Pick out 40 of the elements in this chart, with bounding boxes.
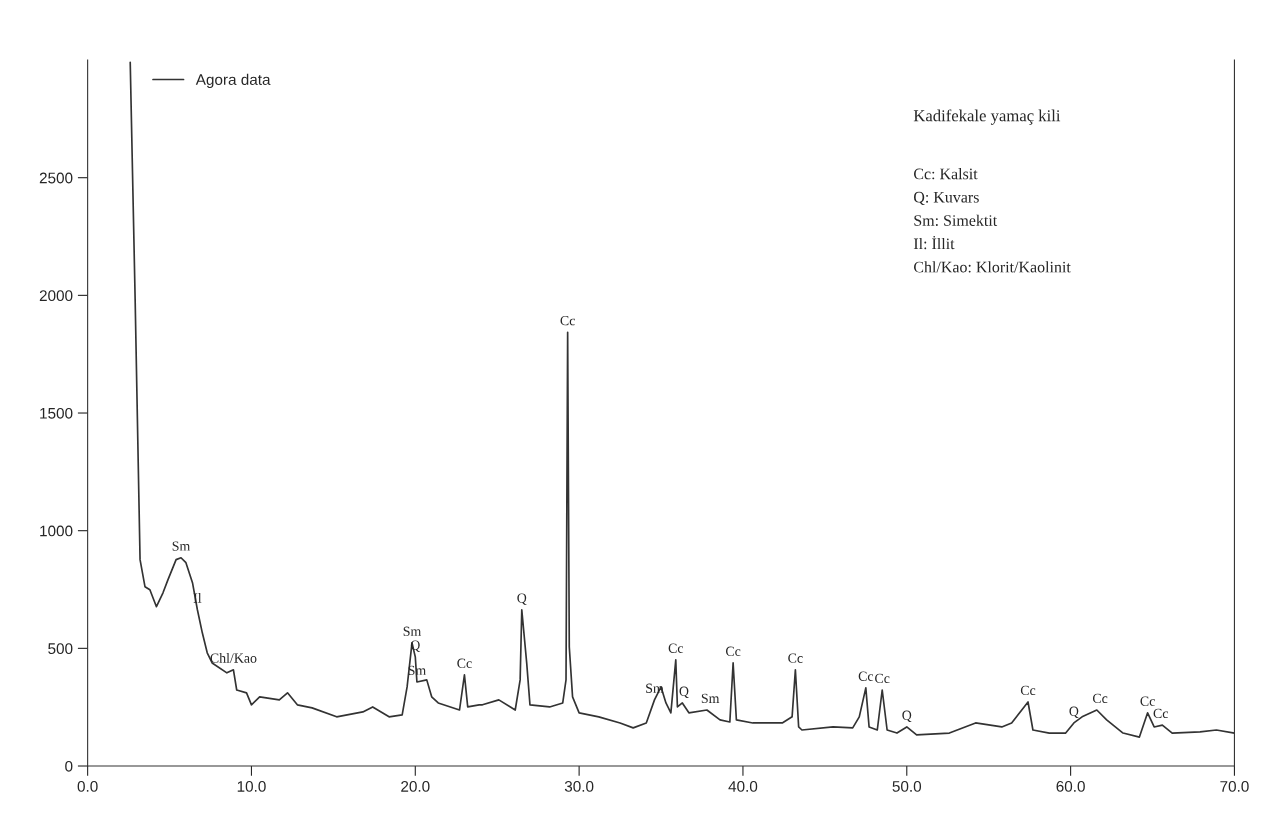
- annotation: Il: İllit: [913, 235, 955, 250]
- x-tick-label: 50.0: [892, 781, 922, 792]
- annotation: Cc: Kalsit: [913, 168, 978, 180]
- annotation: Cc: [457, 658, 472, 668]
- x-tick-label: 0.0: [77, 781, 98, 792]
- x-tick-label: 10.0: [237, 781, 266, 792]
- annotation: Cc: [725, 646, 741, 656]
- annotation: Cc: [858, 671, 874, 681]
- annotation: Chl/Kao: Klorit/Kaolinit: [913, 261, 1071, 273]
- annotation: Cc: [1020, 685, 1036, 696]
- y-tick-label: 1000: [40, 525, 73, 537]
- y-tick-label: 0: [65, 760, 73, 772]
- annotation: Sm: Simektit: [914, 214, 998, 226]
- y-tick-label: 2000: [39, 290, 73, 302]
- annotation: Q: [517, 593, 527, 605]
- annotation: Q: [902, 710, 912, 723]
- annotation: Q: [679, 686, 689, 699]
- annotation: Cc: [560, 315, 575, 326]
- annotation: Cc: [1140, 696, 1155, 706]
- legend-label: Agora data: [195, 73, 271, 89]
- annotation: Cc: [788, 653, 803, 663]
- y-tick-label: 1500: [40, 407, 73, 419]
- annotation: Cc: [1153, 708, 1168, 719]
- annotation: Cc: [875, 673, 890, 684]
- x-tick-label: 20.0: [401, 781, 430, 792]
- annotation: Cc: [668, 643, 684, 653]
- annotation: Sm: [403, 626, 422, 636]
- y-tick-label: 2500: [39, 172, 73, 184]
- x-tick-label: 70.0: [1220, 781, 1249, 792]
- annotation: Cc: [1092, 693, 1108, 704]
- annotation: Q: Kuvars: [913, 191, 979, 206]
- annotation: Q: [1069, 706, 1079, 719]
- annotation: Sm: [172, 541, 191, 551]
- x-tick-label: 30.0: [564, 781, 594, 792]
- annotation: Sm: [701, 693, 720, 704]
- y-tick-label: 500: [48, 643, 73, 655]
- annotation: Kadifekale yamaç kili: [913, 109, 1061, 125]
- annotation: Chl/Kao: [210, 653, 257, 663]
- x-tick-label: 40.0: [728, 781, 758, 792]
- x-tick-label: 60.0: [1056, 781, 1085, 792]
